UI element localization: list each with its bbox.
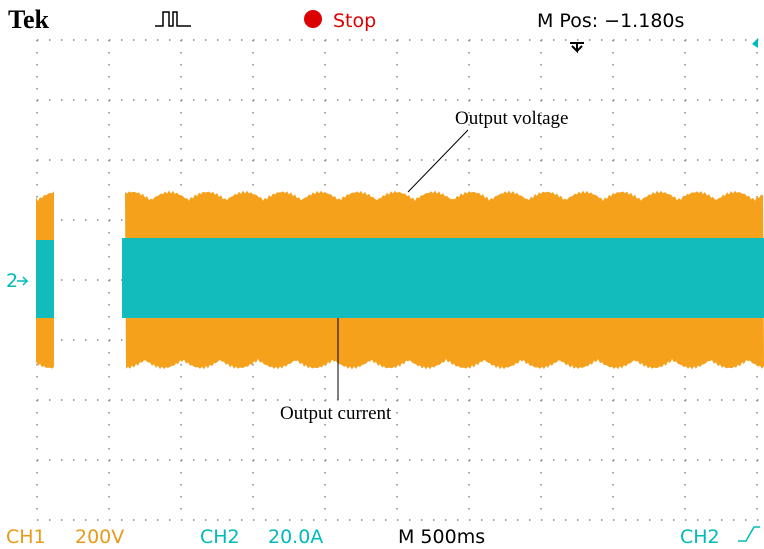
- waveforms: [36, 191, 764, 370]
- brand: Tek: [8, 5, 49, 34]
- annotation-voltage: Output voltage: [455, 108, 568, 129]
- run-status: Stop: [333, 10, 376, 32]
- horizontal-position: M Pos: −1.180s: [537, 10, 684, 32]
- ch1-scale: 200V: [75, 526, 124, 548]
- waveform: [36, 240, 54, 318]
- stop-indicator: [304, 10, 322, 28]
- timebase: M 500ms: [398, 526, 485, 548]
- ch2-scale: 20.0A: [268, 526, 323, 548]
- ch1-label: CH1: [6, 526, 46, 548]
- channel-marker: 2: [6, 270, 18, 292]
- annotation-current: Output current: [280, 403, 392, 424]
- oscilloscope-screen: Tek Stop M Pos: −1.180s 2 Output voltage…: [0, 0, 764, 549]
- waveform: [122, 238, 764, 318]
- ch2-label: CH2: [200, 526, 240, 548]
- trigger-source: CH2: [680, 526, 720, 548]
